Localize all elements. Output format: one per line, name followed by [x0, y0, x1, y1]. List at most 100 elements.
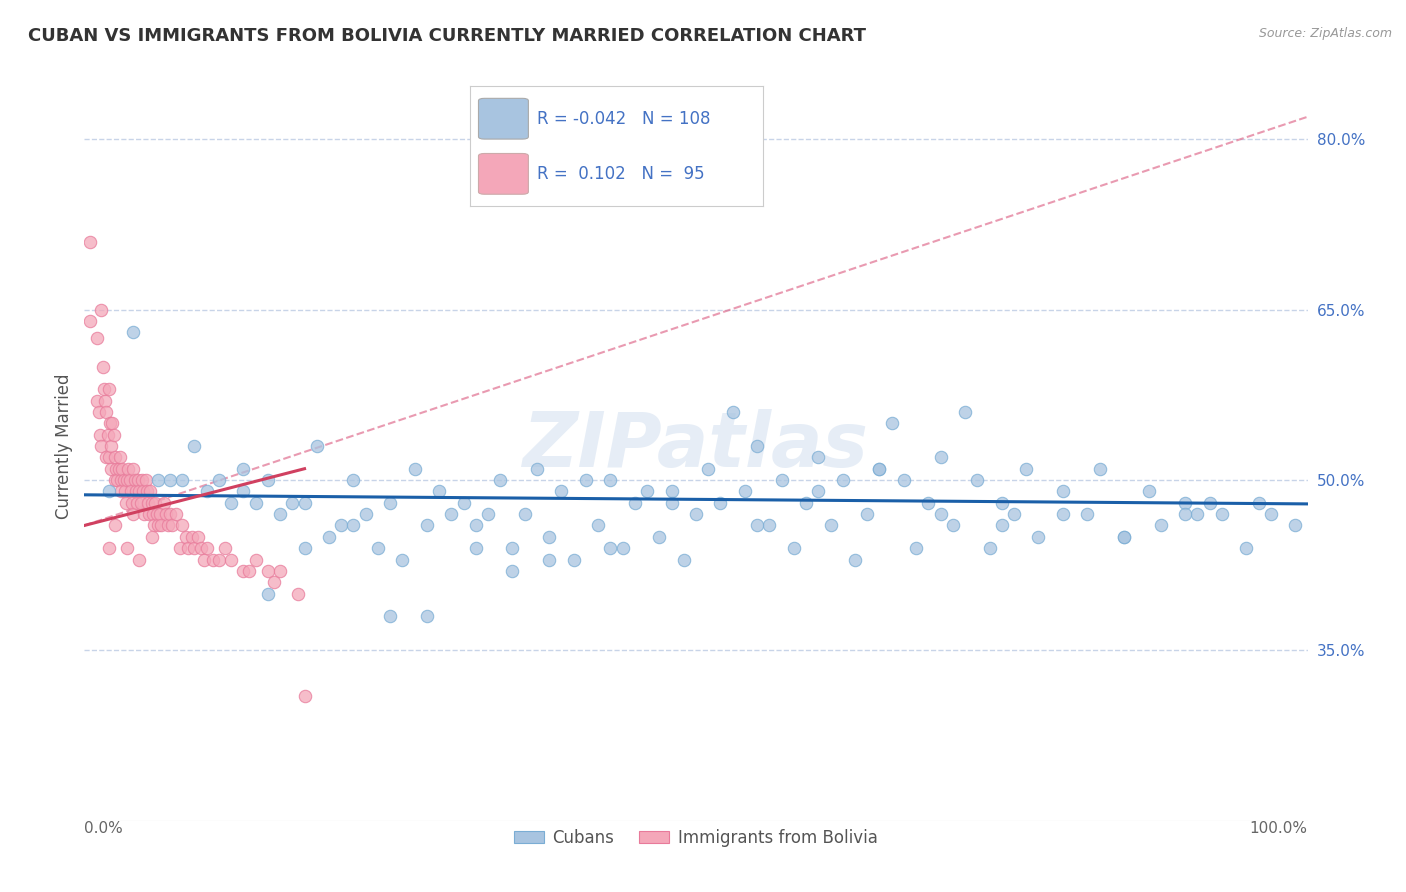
Legend: Cubans, Immigrants from Bolivia: Cubans, Immigrants from Bolivia	[508, 822, 884, 854]
Point	[195, 484, 218, 499]
Point	[143, 518, 166, 533]
Point	[141, 530, 163, 544]
Point	[269, 564, 291, 578]
Point	[257, 473, 280, 487]
Point	[562, 552, 585, 566]
Point	[94, 393, 117, 408]
Point	[1088, 461, 1111, 475]
Point	[391, 552, 413, 566]
Point	[991, 518, 1014, 533]
Point	[115, 496, 138, 510]
Point	[427, 484, 450, 499]
Text: CUBAN VS IMMIGRANTS FROM BOLIVIA CURRENTLY MARRIED CORRELATION CHART: CUBAN VS IMMIGRANTS FROM BOLIVIA CURRENT…	[28, 27, 866, 45]
Point	[93, 382, 115, 396]
Point	[820, 518, 842, 533]
Point	[145, 507, 167, 521]
Point	[538, 530, 561, 544]
Point	[661, 496, 683, 510]
Point	[991, 496, 1014, 510]
Point	[1260, 507, 1282, 521]
Point	[489, 473, 512, 487]
Point	[1015, 461, 1038, 475]
Point	[138, 507, 160, 521]
Point	[232, 461, 254, 475]
Text: 100.0%: 100.0%	[1250, 821, 1308, 836]
Point	[208, 473, 231, 487]
Point	[624, 496, 647, 510]
Point	[1174, 496, 1197, 510]
Point	[187, 530, 209, 544]
Point	[105, 461, 128, 475]
Point	[1114, 530, 1136, 544]
Point	[155, 507, 177, 521]
Point	[90, 439, 112, 453]
Point	[844, 552, 866, 566]
Point	[162, 518, 184, 533]
Point	[135, 484, 157, 499]
Point	[127, 473, 149, 487]
Point	[104, 473, 127, 487]
Point	[1236, 541, 1258, 556]
Point	[734, 484, 756, 499]
Point	[416, 518, 439, 533]
Point	[156, 518, 179, 533]
Point	[305, 439, 328, 453]
Point	[636, 484, 658, 499]
Point	[115, 473, 138, 487]
Point	[440, 507, 463, 521]
Point	[141, 496, 163, 510]
Point	[136, 496, 159, 510]
Y-axis label: Currently Married: Currently Married	[55, 373, 73, 519]
Point	[101, 417, 124, 431]
Point	[318, 530, 340, 544]
Point	[856, 507, 879, 521]
Point	[709, 496, 731, 510]
Point	[108, 450, 131, 465]
Point	[550, 484, 572, 499]
Point	[287, 586, 309, 600]
Point	[122, 507, 145, 521]
Point	[502, 564, 524, 578]
Point	[122, 461, 145, 475]
Point	[294, 689, 316, 703]
Point	[125, 496, 148, 510]
Point	[135, 473, 157, 487]
Point	[245, 552, 267, 566]
Point	[672, 552, 695, 566]
Point	[79, 235, 101, 249]
Point	[139, 484, 162, 499]
Point	[153, 496, 176, 510]
Point	[104, 518, 127, 533]
Point	[747, 439, 769, 453]
Point	[174, 530, 197, 544]
Point	[1114, 530, 1136, 544]
Point	[128, 552, 150, 566]
Point	[115, 541, 138, 556]
Point	[105, 473, 128, 487]
Point	[380, 496, 402, 510]
Point	[263, 575, 285, 590]
Point	[281, 496, 304, 510]
Point	[257, 586, 280, 600]
Point	[747, 518, 769, 533]
Point	[929, 450, 952, 465]
Point	[869, 461, 891, 475]
Point	[1028, 530, 1050, 544]
Point	[477, 507, 499, 521]
Point	[1150, 518, 1173, 533]
Point	[110, 473, 132, 487]
Point	[103, 427, 125, 442]
Point	[146, 473, 169, 487]
Point	[1187, 507, 1209, 521]
Point	[1247, 496, 1270, 510]
Point	[342, 473, 364, 487]
Point	[979, 541, 1001, 556]
Point	[966, 473, 988, 487]
Point	[107, 461, 129, 475]
Point	[648, 530, 671, 544]
Point	[294, 496, 316, 510]
Point	[758, 518, 780, 533]
Point	[905, 541, 928, 556]
Point	[183, 439, 205, 453]
Point	[149, 507, 172, 521]
